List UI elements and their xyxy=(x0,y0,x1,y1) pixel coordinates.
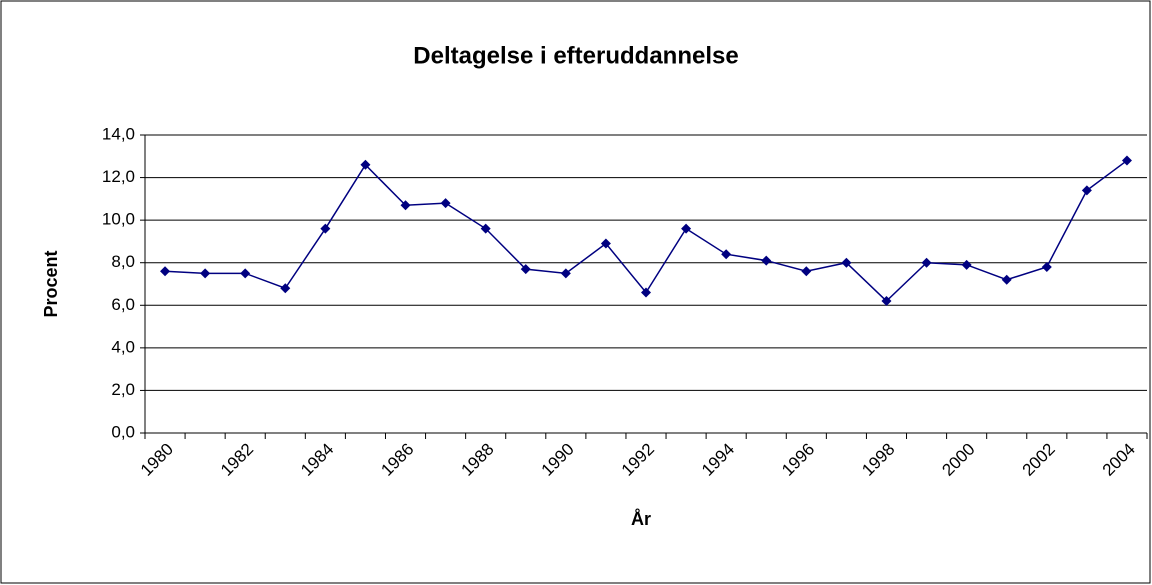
y-tick-label: 8,0 xyxy=(111,252,135,271)
marker xyxy=(921,257,932,268)
y-tick-label: 14,0 xyxy=(102,124,135,143)
y-tick-label: 4,0 xyxy=(111,337,135,356)
marker xyxy=(1121,155,1132,166)
marker xyxy=(200,268,211,279)
marker xyxy=(480,223,491,234)
y-tick-label: 10,0 xyxy=(102,210,135,229)
marker xyxy=(520,264,531,275)
y-tick-label: 12,0 xyxy=(102,167,135,186)
marker xyxy=(1081,185,1092,196)
marker xyxy=(681,223,692,234)
marker xyxy=(1001,274,1012,285)
y-tick-label: 2,0 xyxy=(111,380,135,399)
marker xyxy=(560,268,571,279)
marker xyxy=(1041,261,1052,272)
marker xyxy=(761,255,772,266)
marker xyxy=(641,287,651,298)
marker xyxy=(721,249,732,260)
marker xyxy=(360,159,371,170)
marker xyxy=(801,266,812,277)
marker xyxy=(881,296,892,307)
marker xyxy=(600,238,611,249)
marker xyxy=(280,283,291,294)
marker xyxy=(841,257,852,268)
y-tick-label: 0,0 xyxy=(111,422,135,441)
marker xyxy=(240,268,251,279)
x-axis-title: År xyxy=(631,509,651,529)
marker xyxy=(400,200,411,211)
y-axis-title: Procent xyxy=(41,250,61,317)
marker xyxy=(961,259,972,270)
y-tick-label: 6,0 xyxy=(111,295,135,314)
marker xyxy=(160,266,171,277)
marker xyxy=(320,223,331,234)
marker xyxy=(440,198,451,209)
chart-title: Deltagelse i efteruddannelse xyxy=(413,42,738,69)
